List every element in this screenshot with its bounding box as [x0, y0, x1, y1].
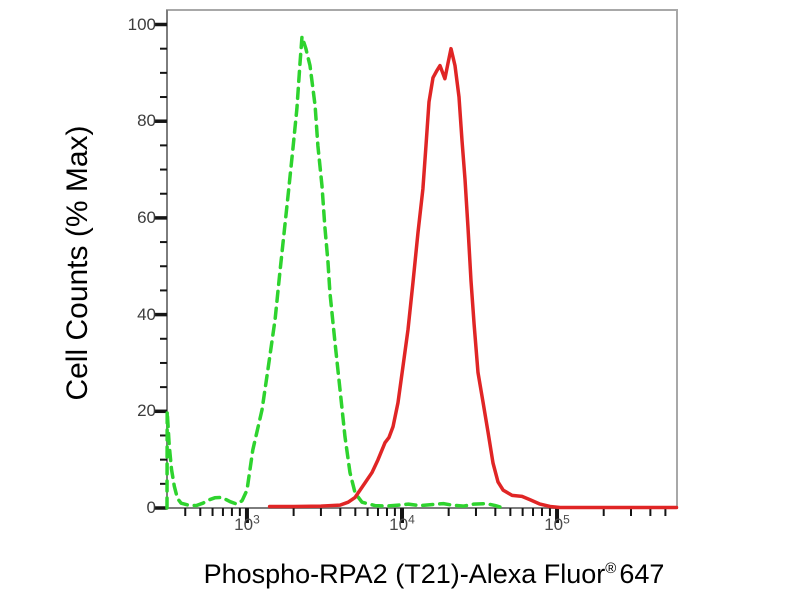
y-axis-title: Cell Counts (% Max)	[61, 125, 94, 401]
phospho-rpa2-t21-alexa647-stained-curve	[267, 46, 679, 510]
y-tick-label-0: 0	[146, 498, 156, 517]
registered-trademark-symbol: ®	[605, 560, 617, 577]
x-axis-title-main: Phospho-RPA2 (T21)-Alexa Fluor	[203, 559, 606, 589]
plot-frame	[166, 9, 678, 509]
x-axis-title-suffix: 647	[619, 559, 665, 589]
y-tick-label-60: 60	[137, 207, 156, 227]
x-tick-label-1e5: 105	[544, 512, 570, 534]
y-tick-label-40: 40	[137, 304, 156, 324]
y-tick-label-80: 80	[137, 111, 156, 131]
x-tick-label-1e3: 103	[234, 512, 260, 534]
x-axis-title: Phospho-RPA2 (T21)-Alexa Fluor® 647	[68, 559, 800, 590]
negative-control-curve	[165, 34, 504, 510]
x-tick-label-1e4: 104	[389, 512, 415, 534]
y-tick-label-100: 100	[127, 14, 156, 34]
y-tick-label-20: 20	[137, 401, 156, 421]
